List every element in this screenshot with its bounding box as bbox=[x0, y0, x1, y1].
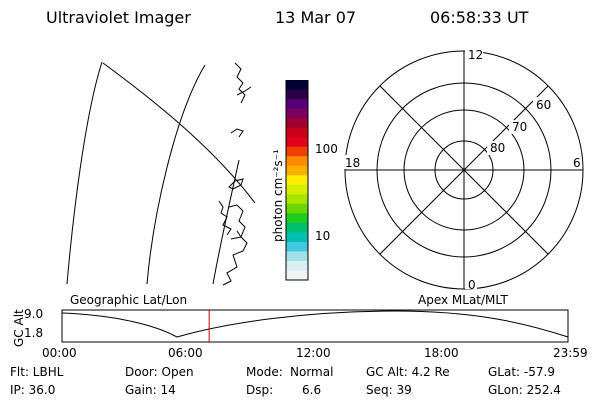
colorbar-segment bbox=[286, 156, 308, 167]
timeline-frame bbox=[61, 309, 569, 343]
colorbar-segment bbox=[286, 251, 308, 262]
coastline bbox=[228, 178, 244, 190]
colorbar-segment bbox=[286, 241, 308, 252]
glon-value: GLon: 252.4 bbox=[488, 383, 561, 397]
colorbar-frame bbox=[285, 80, 309, 281]
dsp-label: Dsp: bbox=[246, 383, 274, 397]
time-tick-0000: 00:00 bbox=[42, 346, 77, 360]
gc-alt-tick-max: 9.0 bbox=[24, 307, 44, 321]
colorbar-segment bbox=[286, 184, 308, 195]
colorbar-segment bbox=[286, 222, 308, 233]
colorbar-segment bbox=[286, 270, 308, 281]
colorbar-segment bbox=[286, 194, 308, 205]
longitude-line bbox=[146, 64, 206, 285]
mode-label: Mode: bbox=[246, 365, 283, 379]
time-tick-1200: 12:00 bbox=[296, 346, 331, 360]
polar-diagonal bbox=[379, 85, 549, 255]
mode-value: Normal bbox=[290, 365, 334, 379]
glat-value: GLat: -57.9 bbox=[488, 365, 555, 379]
colorbar-segment bbox=[286, 89, 308, 100]
geographic-map bbox=[66, 61, 256, 286]
mlat-label-60: 60 bbox=[536, 98, 551, 112]
mlat-label-70: 70 bbox=[512, 120, 527, 134]
mlat-label-80: 80 bbox=[490, 141, 505, 155]
color-scale-bar bbox=[285, 80, 309, 281]
colorbar-segment bbox=[286, 232, 308, 243]
colorbar-segment bbox=[286, 137, 308, 148]
door-status: Door: Open bbox=[125, 365, 194, 379]
time-label: 06:58:33 UT bbox=[430, 8, 529, 27]
colorbar-segment bbox=[286, 146, 308, 157]
mlt-label-6: 6 bbox=[573, 156, 581, 170]
polar-plot: 12 0 18 6 80 70 60 bbox=[343, 45, 584, 292]
date-label: 13 Mar 07 bbox=[275, 8, 357, 27]
coastline bbox=[218, 200, 232, 236]
apex-title: Apex MLat/MLT bbox=[418, 293, 508, 307]
colorbar-segment bbox=[286, 175, 308, 186]
coastline bbox=[230, 128, 244, 138]
instrument-title: Ultraviolet Imager bbox=[46, 8, 191, 27]
altitude-timeline bbox=[61, 309, 569, 343]
colorbar-segment bbox=[286, 99, 308, 110]
gc-alt-value: GC Alt: 4.2 Re bbox=[366, 365, 450, 379]
longitude-line bbox=[212, 159, 240, 285]
coastline bbox=[234, 62, 246, 104]
mlt-label-12: 12 bbox=[468, 48, 483, 62]
gain-value: Gain: 14 bbox=[125, 383, 176, 397]
gc-alt-tick-min: 1.8 bbox=[24, 326, 44, 340]
coastline bbox=[236, 86, 252, 96]
altitude-curve bbox=[61, 310, 569, 338]
colorbar-tick-100: 100 bbox=[315, 142, 338, 156]
time-tick-0600: 06:00 bbox=[168, 346, 203, 360]
seq-value: Seq: 39 bbox=[366, 383, 412, 397]
colorbar-segment bbox=[286, 203, 308, 214]
dsp-value: 6.6 bbox=[302, 383, 322, 397]
colorbar-segment bbox=[286, 80, 308, 91]
time-tick-2359: 23:59 bbox=[553, 346, 588, 360]
colorbar-unit-label: photon cm⁻²s⁻¹ bbox=[271, 149, 285, 242]
mlt-label-18: 18 bbox=[345, 156, 360, 170]
geographic-title: Geographic Lat/Lon bbox=[70, 293, 188, 307]
mlt-label-0: 0 bbox=[468, 278, 476, 292]
colorbar-segment bbox=[286, 165, 308, 176]
longitude-line bbox=[66, 61, 103, 285]
time-tick-1800: 18:00 bbox=[424, 346, 459, 360]
ip-value: IP: 36.0 bbox=[10, 383, 56, 397]
coastline bbox=[230, 230, 242, 240]
coastline bbox=[222, 204, 248, 286]
latitude-line bbox=[102, 62, 256, 204]
colorbar-segment bbox=[286, 108, 308, 119]
colorbar-segment bbox=[286, 260, 308, 271]
colorbar-segment bbox=[286, 213, 308, 224]
colorbar-segment bbox=[286, 127, 308, 138]
colorbar-tick-10: 10 bbox=[315, 229, 331, 243]
filter-value: Flt: LBHL bbox=[10, 365, 64, 379]
colorbar-segment bbox=[286, 118, 308, 129]
